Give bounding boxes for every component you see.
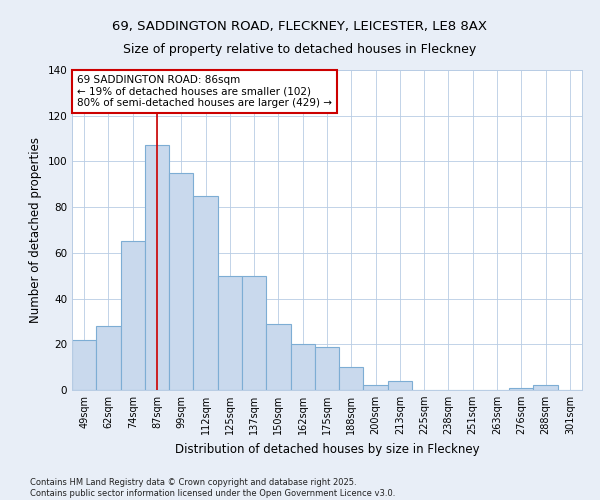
Bar	[388, 381, 412, 390]
Bar	[218, 276, 242, 390]
Bar	[121, 242, 145, 390]
Y-axis label: Number of detached properties: Number of detached properties	[29, 137, 42, 323]
Bar	[339, 367, 364, 390]
Bar	[169, 173, 193, 390]
Bar	[290, 344, 315, 390]
Bar	[315, 346, 339, 390]
Bar	[96, 326, 121, 390]
Text: 69 SADDINGTON ROAD: 86sqm
← 19% of detached houses are smaller (102)
80% of semi: 69 SADDINGTON ROAD: 86sqm ← 19% of detac…	[77, 75, 332, 108]
Bar	[533, 386, 558, 390]
Bar	[242, 276, 266, 390]
Bar	[509, 388, 533, 390]
X-axis label: Distribution of detached houses by size in Fleckney: Distribution of detached houses by size …	[175, 442, 479, 456]
Text: Contains HM Land Registry data © Crown copyright and database right 2025.
Contai: Contains HM Land Registry data © Crown c…	[30, 478, 395, 498]
Bar	[193, 196, 218, 390]
Bar	[364, 386, 388, 390]
Bar	[266, 324, 290, 390]
Bar	[145, 146, 169, 390]
Bar	[72, 340, 96, 390]
Text: 69, SADDINGTON ROAD, FLECKNEY, LEICESTER, LE8 8AX: 69, SADDINGTON ROAD, FLECKNEY, LEICESTER…	[113, 20, 487, 33]
Text: Size of property relative to detached houses in Fleckney: Size of property relative to detached ho…	[124, 42, 476, 56]
